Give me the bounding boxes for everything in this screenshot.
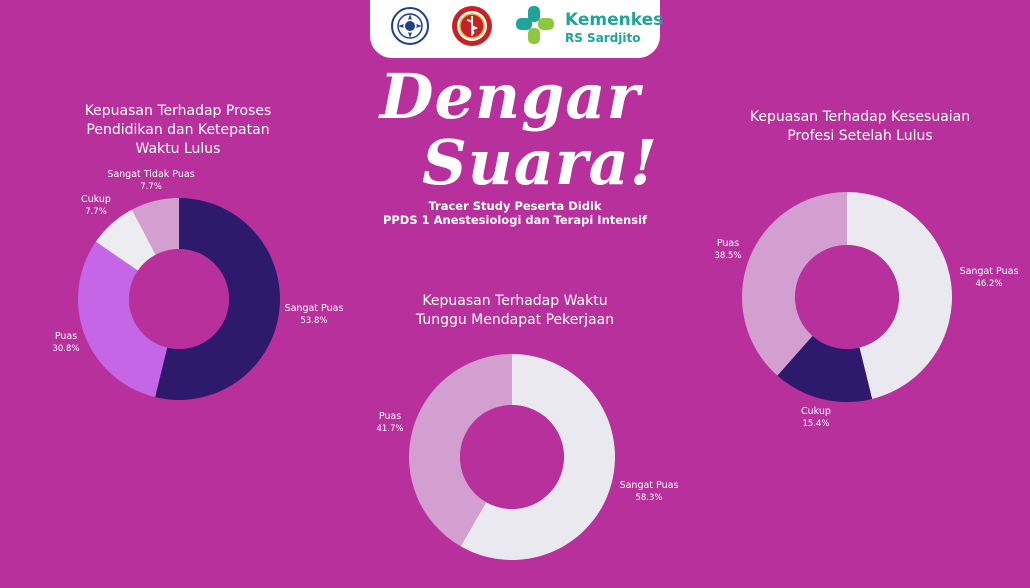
chart1-slice-sangat-puas <box>155 198 281 401</box>
chart3-title: Kepuasan Terhadap Kesesuaian Profesi Set… <box>720 108 1000 146</box>
chart1-slice-cukup <box>95 209 156 271</box>
chart1-title: Kepuasan Terhadap Proses Pendidikan dan … <box>60 102 296 159</box>
chart2-value-puas: 41.7% <box>376 424 403 434</box>
chart2-value-sangat-puas: 58.3% <box>635 493 662 503</box>
chart1-hole <box>129 249 229 349</box>
chart2-label-puas: Puas <box>379 411 401 422</box>
chart3-value-cukup: 15.4% <box>802 419 829 429</box>
chart1-value-sangat-tidak-puas: 7.7% <box>140 182 162 192</box>
chart1-value-cukup: 7.7% <box>85 207 107 217</box>
chart3-label-puas: Puas <box>717 238 739 249</box>
hero-title-line1: Dengar <box>379 60 641 133</box>
chart1-title-line: Pendidikan dan Ketepatan <box>86 122 270 138</box>
subtitle-line2: PPDS 1 Anestesiologi dan Terapi Intensif <box>382 213 648 227</box>
kemenkes-logo-icon <box>516 6 554 44</box>
chart1-label-puas: Puas <box>55 331 77 342</box>
chart2-hole <box>460 405 564 509</box>
chart2-title-line: Kepuasan Terhadap Waktu <box>422 293 608 309</box>
subtitle-line1: Tracer Study Peserta Didik <box>428 199 602 213</box>
chart2-slice-puas <box>408 354 512 547</box>
chart1-value-sangat-puas: 53.8% <box>300 316 327 326</box>
chart2-title-line: Tunggu Mendapat Pekerjaan <box>415 312 615 328</box>
chart3-slice-sangat-puas <box>847 192 953 399</box>
logo-bar: Kemenkes RS Sardjito <box>370 0 664 58</box>
chart2-slice-sangat-puas <box>460 354 615 560</box>
hero-title-line2: Suara! <box>421 126 659 199</box>
brand-name: Kemenkes <box>565 10 664 30</box>
chart1-label-sangat-puas: Sangat Puas <box>285 303 344 314</box>
chart1-label-cukup: Cukup <box>81 194 111 205</box>
chart3-value-puas: 38.5% <box>714 251 741 261</box>
chart3-label-cukup: Cukup <box>801 406 831 417</box>
chart1-label-sangat-tidak-puas: Sangat Tidak Puas <box>107 169 194 180</box>
chart2-label-sangat-puas: Sangat Puas <box>620 480 679 491</box>
chart3-label-sangat-puas: Sangat Puas <box>960 266 1019 277</box>
chart3-title-line: Kepuasan Terhadap Kesesuaian <box>749 109 971 125</box>
brand-subname: RS Sardjito <box>565 31 641 45</box>
chart1-value-puas: 30.8% <box>52 344 79 354</box>
chart3-slice-puas <box>741 192 847 376</box>
chart1-title-line: Waktu Lulus <box>135 141 221 157</box>
faculty-seal-icon <box>452 6 492 46</box>
chart1-slice-sangat-tidak-puas <box>132 198 179 255</box>
chart2-title: Kepuasan Terhadap Waktu Tunggu Mendapat … <box>390 292 640 330</box>
chart3-hole <box>795 245 899 349</box>
chart3-slice-cukup <box>777 335 873 402</box>
university-seal-icon <box>391 7 429 45</box>
chart3-value-sangat-puas: 46.2% <box>975 279 1002 289</box>
chart3-title-line: Profesi Setelah Lulus <box>787 128 933 144</box>
chart1-title-line: Kepuasan Terhadap Proses <box>84 103 272 119</box>
chart1-slice-puas <box>78 241 168 398</box>
